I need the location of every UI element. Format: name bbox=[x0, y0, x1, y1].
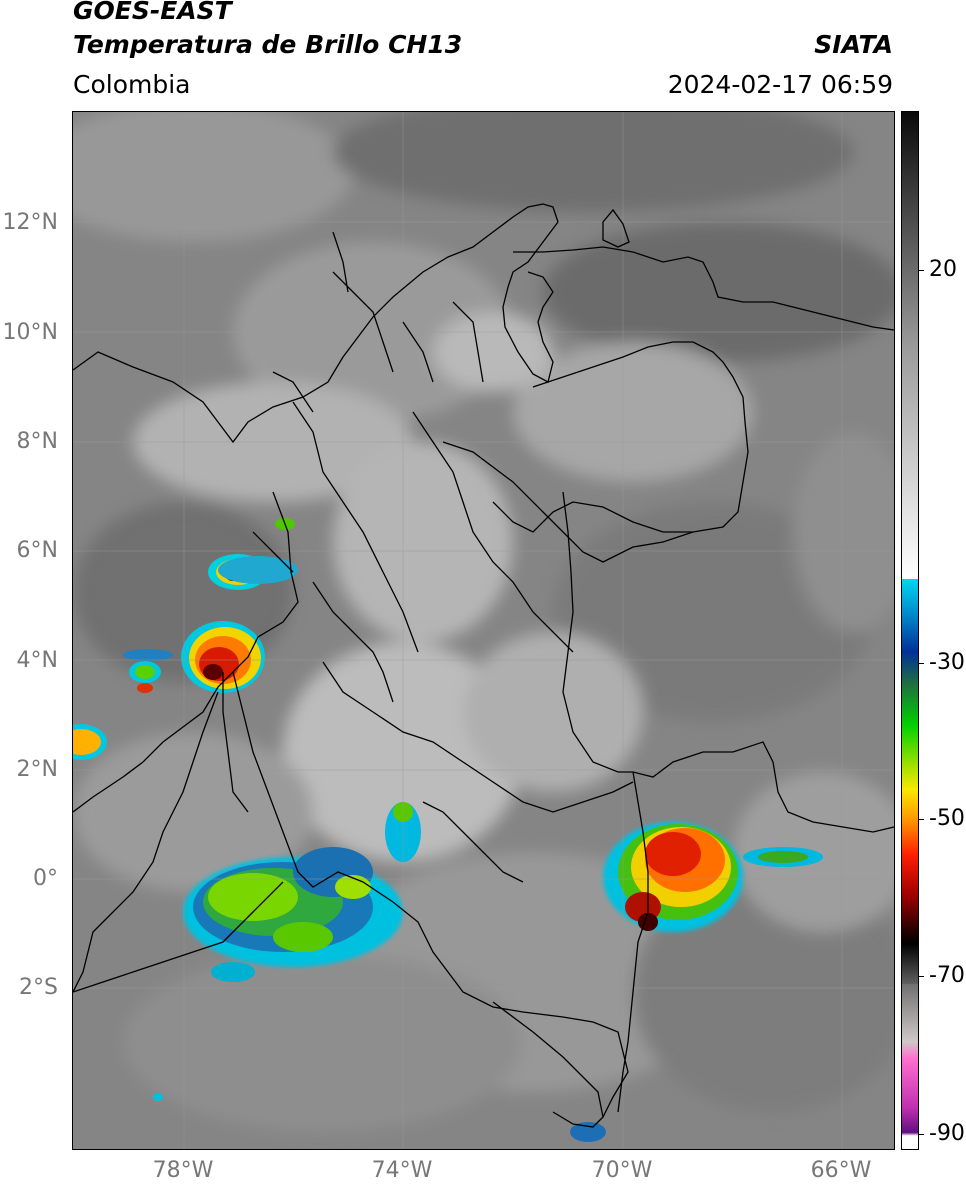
product-satellite-title: GOES-EAST bbox=[73, 0, 232, 25]
lat-label-12n: 12°N bbox=[2, 210, 58, 235]
convective-cluster-amazonas bbox=[183, 802, 421, 982]
timestamp-label: 2024-02-17 06:59 bbox=[667, 70, 893, 99]
lon-label-74w: 74°W bbox=[371, 1158, 433, 1183]
colorbar-label-minus90: -90 bbox=[929, 1121, 965, 1146]
colorbar-tick bbox=[918, 663, 924, 664]
lat-label-6n: 6°N bbox=[16, 538, 58, 563]
source-label: SIATA bbox=[814, 30, 893, 59]
colorbar-label-minus50: -50 bbox=[929, 806, 965, 831]
political-borders bbox=[73, 203, 894, 1128]
colorbar-label-minus70: -70 bbox=[929, 963, 965, 988]
lon-label-78w: 78°W bbox=[152, 1158, 214, 1183]
lat-label-0: 0° bbox=[33, 866, 58, 891]
colorbar-label-minus30: -30 bbox=[929, 650, 965, 675]
colorbar-label-20: 20 bbox=[929, 257, 957, 282]
graticule bbox=[73, 112, 894, 1149]
lat-label-4n: 4°N bbox=[16, 648, 58, 673]
lat-label-2n: 2°N bbox=[16, 757, 58, 782]
product-variable-title: Temperatura de Brillo CH13 bbox=[73, 30, 463, 59]
satellite-map bbox=[72, 111, 895, 1150]
colorbar-tick bbox=[918, 1134, 924, 1135]
temperature-colorbar bbox=[901, 111, 919, 1150]
colorbar-gradient bbox=[902, 112, 918, 1149]
lon-label-66w: 66°W bbox=[810, 1158, 872, 1183]
lat-label-8n: 8°N bbox=[16, 429, 58, 454]
lon-label-70w: 70°W bbox=[591, 1158, 653, 1183]
lat-label-2s: 2°S bbox=[19, 975, 58, 1000]
region-label: Colombia bbox=[73, 70, 191, 99]
satellite-imagery bbox=[73, 112, 894, 1149]
colorbar-tick bbox=[918, 270, 924, 271]
lat-label-10n: 10°N bbox=[2, 320, 58, 345]
colorbar-tick bbox=[918, 976, 924, 977]
colorbar-tick bbox=[918, 819, 924, 820]
